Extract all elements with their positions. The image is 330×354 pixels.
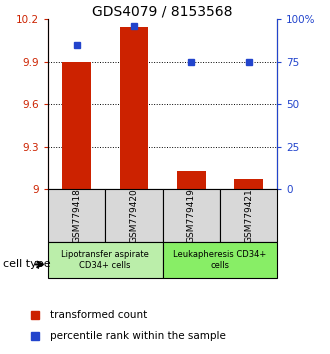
Bar bbox=[119, 27, 148, 189]
Text: percentile rank within the sample: percentile rank within the sample bbox=[50, 331, 225, 341]
Text: GSM779418: GSM779418 bbox=[72, 188, 81, 244]
Text: GSM779420: GSM779420 bbox=[129, 189, 138, 243]
Bar bbox=[220, 189, 277, 242]
Bar bbox=[162, 189, 220, 242]
Text: Lipotransfer aspirate
CD34+ cells: Lipotransfer aspirate CD34+ cells bbox=[61, 251, 149, 270]
Bar bbox=[105, 189, 162, 242]
Bar bbox=[177, 171, 206, 189]
Bar bbox=[162, 242, 277, 278]
Bar bbox=[48, 242, 162, 278]
Text: GSM779421: GSM779421 bbox=[244, 189, 253, 243]
Text: cell type: cell type bbox=[3, 259, 51, 269]
Text: Leukapheresis CD34+
cells: Leukapheresis CD34+ cells bbox=[173, 251, 267, 270]
Bar bbox=[62, 62, 91, 189]
Title: GDS4079 / 8153568: GDS4079 / 8153568 bbox=[92, 4, 233, 18]
Text: GSM779419: GSM779419 bbox=[187, 188, 196, 244]
Text: transformed count: transformed count bbox=[50, 310, 147, 320]
Bar bbox=[48, 189, 105, 242]
Bar bbox=[234, 179, 263, 189]
